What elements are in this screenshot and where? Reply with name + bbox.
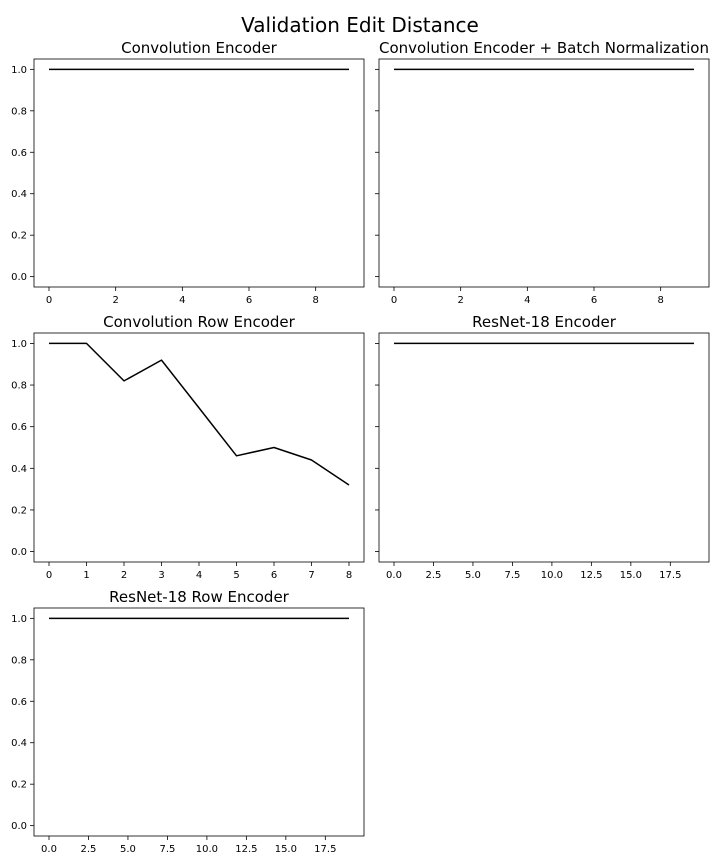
x-tick-label: 2.5: [81, 844, 97, 855]
axes-frame: [33, 607, 365, 837]
subplot-title: Convolution Row Encoder: [103, 313, 296, 331]
x-tick-label: 15.0: [620, 570, 642, 581]
subplot-title: Convolution Encoder + Batch Normalizatio…: [379, 39, 709, 57]
y-tick-label: 1.0: [11, 339, 27, 350]
x-tick-label: 4: [179, 295, 185, 306]
subplot-4: ResNet-18 Encoder 0.0 2.5 5.0 7.5 10.0 12.5 15.…: [375, 313, 710, 581]
x-tick-label: 4: [524, 295, 530, 306]
y-tick-label: 0.8: [11, 381, 27, 392]
x-tick-label: 2.5: [426, 570, 442, 581]
x-tick-label: 0.0: [41, 844, 57, 855]
axes-frame: [33, 58, 365, 288]
x-tick-label: 0.0: [386, 570, 402, 581]
x-tick-label: 8: [657, 295, 663, 306]
axes-frame: [378, 58, 710, 288]
x-tick-label: 4: [196, 570, 202, 581]
x-tick-label: 6: [591, 295, 597, 306]
x-tick-label: 17.5: [314, 844, 336, 855]
x-tick-label: 10.0: [541, 570, 563, 581]
x-tick-label: 6: [271, 570, 277, 581]
y-tick-label: 0.4: [11, 189, 27, 200]
x-tick-label: 5.0: [465, 570, 481, 581]
subplot-1: Convolution Encoder 0.0 0.2 0.4 0.6 0.8 1.0 0 2 4…: [11, 39, 365, 306]
y-tick-label: 0.6: [11, 422, 27, 433]
x-tick-label: 1: [83, 570, 89, 581]
figure-title: Validation Edit Distance: [241, 13, 479, 37]
subplot-3: Convolution Row Encoder 0.0 0.2 0.4 0.6 0.8 1.…: [11, 313, 365, 581]
x-tick-label: 8: [346, 570, 352, 581]
y-tick-label: 0.0: [11, 547, 27, 558]
series-line: [49, 342, 350, 486]
y-tick-label: 1.0: [11, 65, 27, 76]
subplot-title: Convolution Encoder: [121, 39, 278, 57]
x-tick-label: 5: [233, 570, 239, 581]
x-tick-label: 0: [391, 295, 397, 306]
y-tick-label: 0.8: [11, 655, 27, 666]
x-tick-label: 12.5: [235, 844, 257, 855]
x-tick-label: 3: [158, 570, 164, 581]
y-tick-label: 0.6: [11, 148, 27, 159]
x-tick-label: 0: [46, 295, 52, 306]
x-tick-label: 7.5: [159, 844, 175, 855]
x-tick-label: 0: [46, 570, 52, 581]
x-tick-label: 6: [246, 295, 252, 306]
x-tick-label: 2: [112, 295, 118, 306]
y-tick-label: 0.0: [11, 821, 27, 832]
x-tick-label: 12.5: [580, 570, 602, 581]
y-tick-label: 0.4: [11, 464, 27, 475]
x-tick-label: 8: [312, 295, 318, 306]
y-tick-label: 0.2: [11, 780, 27, 791]
subplot-5: ResNet-18 Row Encoder 0.0 0.2 0.4 0.6 0.8 1.0 0…: [11, 588, 365, 855]
x-tick-label: 7: [308, 570, 314, 581]
y-tick-label: 0.0: [11, 272, 27, 283]
y-tick-label: 0.4: [11, 738, 27, 749]
x-tick-label: 2: [457, 295, 463, 306]
subplot-title: ResNet-18 Row Encoder: [109, 588, 290, 606]
y-tick-label: 1.0: [11, 614, 27, 625]
axes-frame: [378, 332, 710, 563]
subplot-title: ResNet-18 Encoder: [472, 313, 617, 331]
y-tick-label: 0.2: [11, 505, 27, 516]
x-tick-label: 7.5: [504, 570, 520, 581]
x-tick-label: 15.0: [275, 844, 297, 855]
x-tick-label: 17.5: [659, 570, 681, 581]
y-tick-label: 0.6: [11, 697, 27, 708]
y-tick-label: 0.8: [11, 106, 27, 117]
x-tick-label: 2: [121, 570, 127, 581]
x-tick-label: 5.0: [120, 844, 136, 855]
x-tick-label: 10.0: [196, 844, 218, 855]
y-tick-label: 0.2: [11, 231, 27, 242]
subplot-2: Convolution Encoder + Batch Normalizatio…: [375, 39, 710, 306]
